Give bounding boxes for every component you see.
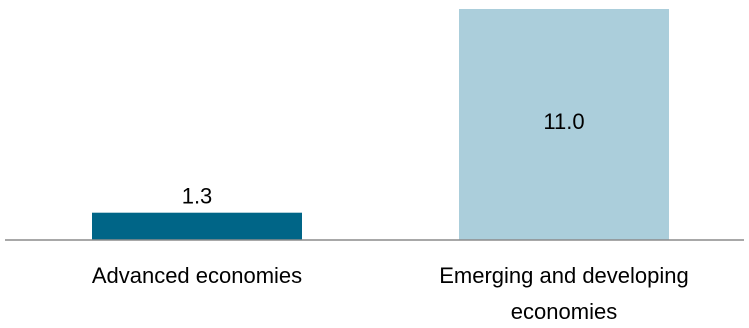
category-label-1-line-0: Emerging and developing: [439, 263, 689, 288]
value-labels-group: 1.3 11.0: [182, 109, 585, 209]
category-labels-group: Advanced economies Emerging and developin…: [92, 263, 689, 324]
bars-group: [92, 9, 669, 240]
category-label-0-line-0: Advanced economies: [92, 263, 302, 288]
value-label-1: 11.0: [543, 109, 584, 134]
bar-1: [459, 9, 669, 240]
category-label-1-line-1: economies: [511, 299, 617, 324]
bar-0: [92, 212, 302, 240]
value-label-0: 1.3: [182, 184, 213, 209]
